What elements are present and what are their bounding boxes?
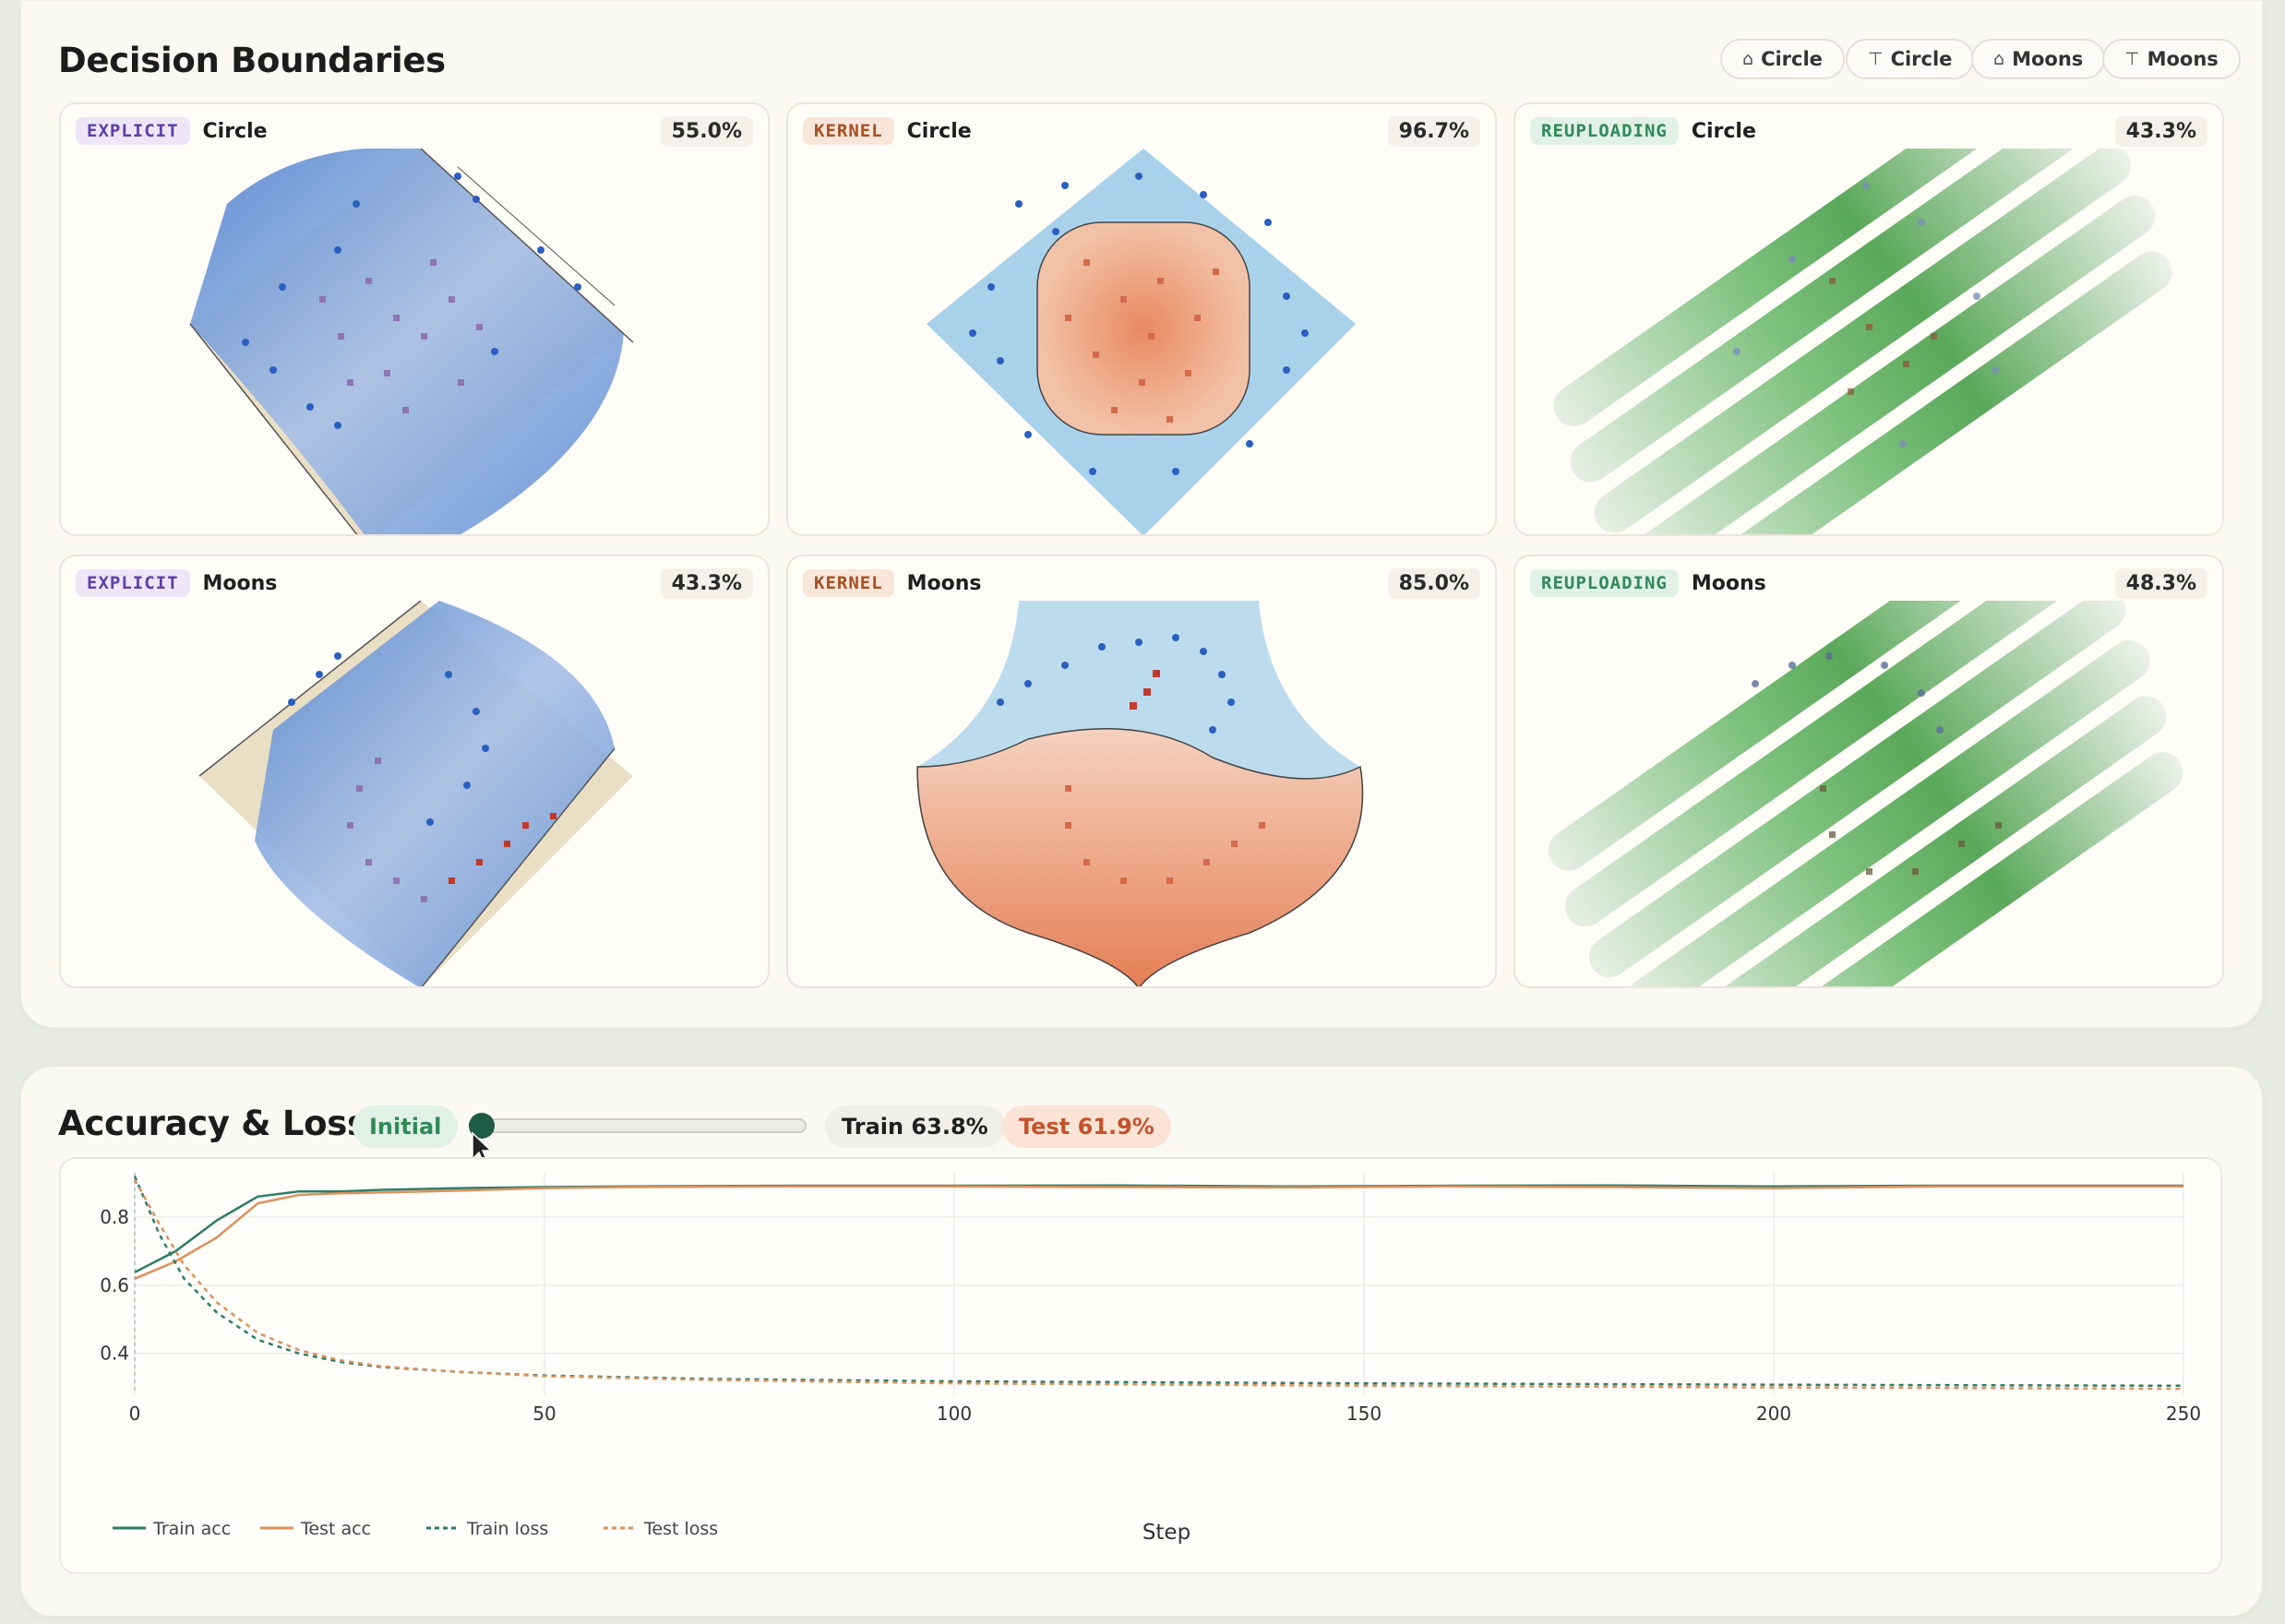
stage-badge: Initial (353, 1105, 459, 1148)
filter-label: Circle (1890, 48, 1953, 70)
x-axis-label: Step (1142, 1521, 1190, 1545)
accuracy-badge: 55.0% (660, 115, 753, 147)
panel-explicit-moons[interactable]: EXPLICIT Moons 43.3% (59, 555, 770, 988)
dataset-label: Circle (1691, 119, 1756, 143)
accuracy-badge: 48.3% (2114, 567, 2207, 599)
y-tick-label: 0.8 (100, 1206, 129, 1228)
legend-label: Test loss (643, 1519, 718, 1539)
house-icon: ⌂ (1993, 49, 2005, 69)
x-tick-label: 0 (129, 1403, 141, 1425)
y-tick-label: 0.4 (100, 1343, 129, 1365)
filter-reup-circle-button[interactable]: ⊤ Circle (1846, 39, 1975, 79)
model-badge: EXPLICIT (76, 117, 190, 145)
model-badge: REUPLOADING (1530, 569, 1679, 597)
accuracy-badge: 43.3% (2114, 115, 2207, 147)
accuracy-loss-chart: 0 50 100 150 200 250 0.4 0.6 0.8 Step Train acc T… (59, 1157, 2222, 1574)
boundary-surface-plot (198, 601, 633, 986)
panel-reuploading-moons[interactable]: REUPLOADING Moons 48.3% (1513, 555, 2224, 988)
decision-boundaries-title: Decision Boundaries (58, 41, 446, 80)
boundary-surface-plot (1548, 601, 2183, 986)
tack-icon: ⊤ (2124, 49, 2140, 69)
panel-reuploading-circle[interactable]: REUPLOADING Circle 43.3% (1513, 102, 2224, 536)
dataset-label: Moons (1691, 571, 1766, 595)
boundary-surface-plot (189, 149, 634, 534)
tack-icon: ⊤ (1868, 49, 1884, 69)
accuracy-badge: 85.0% (1387, 567, 1480, 599)
accuracy-loss-title: Accuracy & Loss (58, 1104, 367, 1143)
x-tick-label: 100 (937, 1403, 972, 1425)
filter-reup-moons-button[interactable]: ⊤ Moons (2102, 39, 2241, 79)
dataset-label: Moons (906, 571, 982, 595)
accuracy-badge: 96.7% (1387, 115, 1480, 147)
panel-kernel-moons[interactable]: KERNEL Moons 85.0% (786, 555, 1497, 988)
dataset-label: Circle (906, 119, 972, 143)
boundary-surface-plot (916, 601, 1364, 986)
x-tick-label: 50 (532, 1403, 556, 1425)
x-tick-label: 150 (1346, 1403, 1382, 1425)
series-line-train-loss (133, 1176, 2184, 1388)
filter-explicit-circle-button[interactable]: ⌂ Circle (1720, 39, 1845, 79)
test-accuracy-pill: Test 61.9% (1002, 1105, 1171, 1148)
boundary-surface-plot (1553, 149, 2172, 534)
house-icon: ⌂ (1742, 49, 1754, 69)
panel-explicit-circle[interactable]: EXPLICIT Circle 55.0% (59, 102, 770, 536)
model-badge: EXPLICIT (76, 569, 190, 597)
model-badge: KERNEL (803, 117, 894, 145)
chart-svg: 0 50 100 150 200 250 0.4 0.6 0.8 Step Train acc T… (100, 1173, 2201, 1545)
filter-label: Circle (1761, 48, 1823, 70)
step-slider-track[interactable] (480, 1118, 807, 1133)
x-tick-label: 250 (2166, 1403, 2201, 1425)
legend-label: Test acc (300, 1519, 371, 1539)
filter-explicit-moons-button[interactable]: ⌂ Moons (1971, 39, 2106, 79)
train-accuracy-pill: Train 63.8% (825, 1105, 1005, 1148)
y-tick-label: 0.6 (100, 1274, 129, 1296)
series-line-train-acc (134, 1184, 2183, 1273)
dataset-label: Moons (202, 571, 278, 595)
dataset-label: Circle (202, 119, 268, 143)
filter-label: Moons (2147, 48, 2219, 70)
filter-label: Moons (2012, 48, 2084, 70)
boundary-surface-plot (927, 149, 1356, 534)
model-badge: REUPLOADING (1530, 117, 1679, 145)
legend-label: Train acc (152, 1519, 231, 1539)
model-badge: KERNEL (803, 569, 894, 597)
accuracy-badge: 43.3% (660, 567, 753, 599)
x-tick-label: 200 (1756, 1403, 1791, 1425)
panel-kernel-circle[interactable]: KERNEL Circle 96.7% (786, 102, 1497, 536)
series-line-test-loss (133, 1178, 2184, 1391)
legend-label: Train loss (466, 1519, 548, 1539)
series-line-test-acc (134, 1185, 2183, 1280)
